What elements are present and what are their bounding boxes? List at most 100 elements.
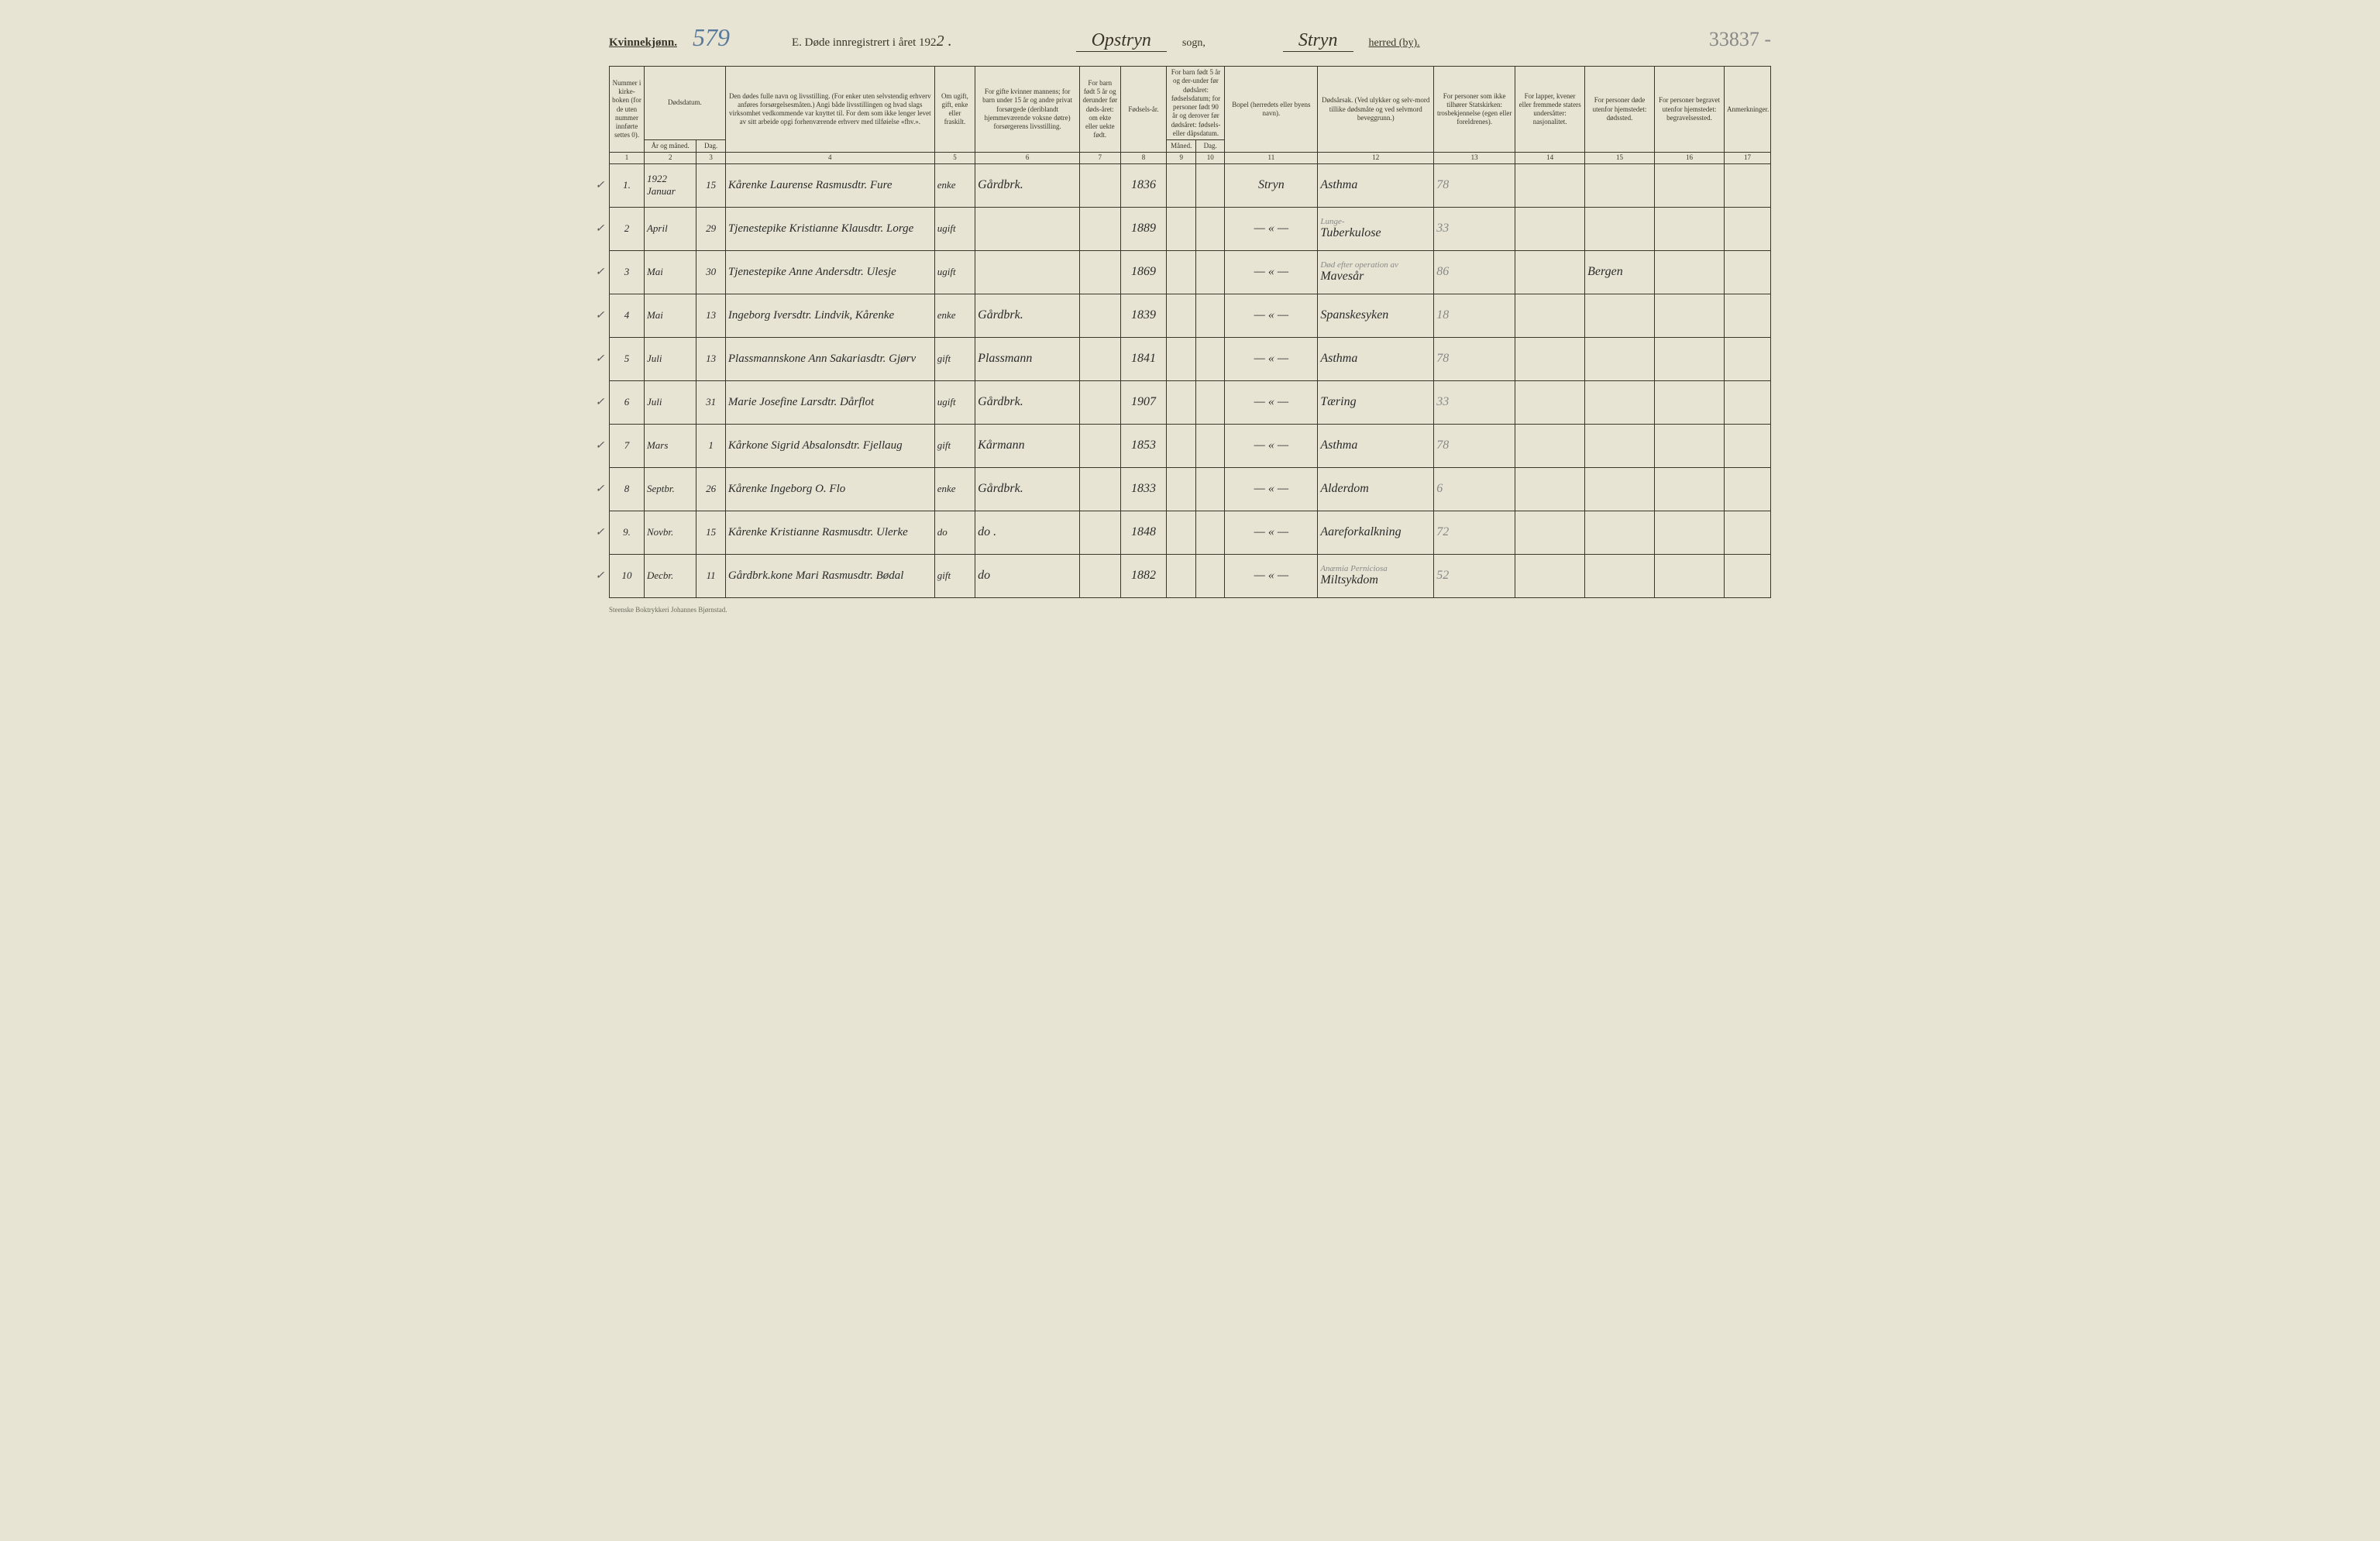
- birth-month: [1167, 424, 1195, 467]
- provider-occupation: Gårdbrk.: [975, 163, 1080, 207]
- death-month: April: [644, 207, 696, 250]
- cause-of-death: Død efter operation avMavesår: [1318, 250, 1434, 294]
- table-row: ✓9.Novbr.15Kårenke Kristianne Rasmusdtr.…: [610, 511, 1771, 554]
- column-number: 17: [1724, 153, 1770, 163]
- birth-day: [1195, 554, 1224, 597]
- provider-occupation: Gårdbrk.: [975, 380, 1080, 424]
- birth-day: [1195, 294, 1224, 337]
- provider-occupation: Gårdbrk.: [975, 467, 1080, 511]
- nationality: [1515, 250, 1585, 294]
- remarks: [1724, 207, 1770, 250]
- provider-occupation: [975, 207, 1080, 250]
- death-place: [1585, 337, 1655, 380]
- burial-place: [1655, 511, 1725, 554]
- death-month: Novbr.: [644, 511, 696, 554]
- col-4-header: Den dødes fulle navn og livsstilling. (F…: [725, 67, 934, 153]
- ledger-page: Kvinnekjønn. 579 E. Døde innregistrert i…: [609, 23, 1771, 614]
- remarks: [1724, 511, 1770, 554]
- col-2-header: År og måned.: [644, 140, 696, 153]
- column-number: 12: [1318, 153, 1434, 163]
- column-number: 8: [1120, 153, 1167, 163]
- row-number: ✓3: [610, 250, 645, 294]
- birth-day: [1195, 467, 1224, 511]
- residence: — « —: [1225, 424, 1318, 467]
- burial-place: [1655, 294, 1725, 337]
- birth-year: 1833: [1120, 467, 1167, 511]
- burial-place: [1655, 467, 1725, 511]
- full-name: Kårenke Ingeborg O. Flo: [725, 467, 934, 511]
- column-number-row: 1234567891011121314151617: [610, 153, 1771, 163]
- full-name: Marie Josefine Larsdtr. Dårflot: [725, 380, 934, 424]
- death-day: 29: [696, 207, 725, 250]
- birth-year: 1882: [1120, 554, 1167, 597]
- marital-status: enke: [934, 163, 975, 207]
- remarks: [1724, 250, 1770, 294]
- legitimacy: [1080, 337, 1120, 380]
- birth-day: [1195, 207, 1224, 250]
- table-row: ✓4Mai13Ingeborg Iversdtr. Lindvik, Kåren…: [610, 294, 1771, 337]
- legitimacy: [1080, 511, 1120, 554]
- remarks: [1724, 337, 1770, 380]
- legitimacy: [1080, 467, 1120, 511]
- death-place: Bergen: [1585, 250, 1655, 294]
- remarks: [1724, 554, 1770, 597]
- cause-of-death: Anæmia PerniciosaMiltsykdom: [1318, 554, 1434, 597]
- marital-status: gift: [934, 424, 975, 467]
- col-13-header: For personer som ikke tilhører Statskirk…: [1434, 67, 1515, 153]
- birth-month: [1167, 250, 1195, 294]
- col-13-value: 33: [1434, 207, 1515, 250]
- col-17-header: Anmerkninger.: [1724, 67, 1770, 153]
- column-number: 10: [1195, 153, 1224, 163]
- row-number: ✓7: [610, 424, 645, 467]
- year-suffix: 2 .: [937, 33, 952, 50]
- col-3-header: Dag.: [696, 140, 725, 153]
- column-number: 3: [696, 153, 725, 163]
- birth-year: 1839: [1120, 294, 1167, 337]
- table-row: ✓6Juli31Marie Josefine Larsdtr. Dårflotu…: [610, 380, 1771, 424]
- birth-month: [1167, 511, 1195, 554]
- table-row: ✓7Mars1Kårkone Sigrid Absalonsdtr. Fjell…: [610, 424, 1771, 467]
- provider-occupation: [975, 250, 1080, 294]
- table-row: ✓2April29Tjenestepike Kristianne Klausdt…: [610, 207, 1771, 250]
- residence: — « —: [1225, 467, 1318, 511]
- marital-status: enke: [934, 294, 975, 337]
- birth-month: [1167, 467, 1195, 511]
- top-right-number: 33837 -: [1709, 28, 1771, 51]
- nationality: [1515, 467, 1585, 511]
- death-month: Decbr.: [644, 554, 696, 597]
- page-header: Kvinnekjønn. 579 E. Døde innregistrert i…: [609, 23, 1771, 66]
- row-number: ✓4: [610, 294, 645, 337]
- col-1-header: Nummer i kirke-boken (for de uten nummer…: [610, 67, 645, 153]
- residence: — « —: [1225, 294, 1318, 337]
- table-body: ✓1.1922 Januar15Kårenke Laurense Rasmusd…: [610, 163, 1771, 597]
- row-number: ✓10: [610, 554, 645, 597]
- col-7-header: For barn født 5 år og derunder før døds-…: [1080, 67, 1120, 153]
- row-number: ✓8: [610, 467, 645, 511]
- remarks: [1724, 380, 1770, 424]
- col-2-3-top: Dødsdatum.: [644, 67, 725, 140]
- row-number: ✓1.: [610, 163, 645, 207]
- death-place: [1585, 163, 1655, 207]
- cause-of-death: Spanskesyken: [1318, 294, 1434, 337]
- cause-of-death: Tæring: [1318, 380, 1434, 424]
- table-row: ✓8Septbr.26Kårenke Ingeborg O. FloenkeGå…: [610, 467, 1771, 511]
- col-9-header: Måned.: [1167, 140, 1195, 153]
- birth-month: [1167, 554, 1195, 597]
- col-16-header: For personer begravet utenfor hjemstedet…: [1655, 67, 1725, 153]
- remarks: [1724, 424, 1770, 467]
- provider-occupation: do: [975, 554, 1080, 597]
- marital-status: enke: [934, 467, 975, 511]
- death-day: 26: [696, 467, 725, 511]
- col-13-value: 86: [1434, 250, 1515, 294]
- birth-year: 1907: [1120, 380, 1167, 424]
- nationality: [1515, 554, 1585, 597]
- birth-day: [1195, 511, 1224, 554]
- death-month: Mars: [644, 424, 696, 467]
- sogn-label: sogn,: [1182, 37, 1205, 50]
- legitimacy: [1080, 207, 1120, 250]
- residence: — « —: [1225, 511, 1318, 554]
- provider-occupation: do .: [975, 511, 1080, 554]
- nationality: [1515, 380, 1585, 424]
- birth-day: [1195, 337, 1224, 380]
- legitimacy: [1080, 163, 1120, 207]
